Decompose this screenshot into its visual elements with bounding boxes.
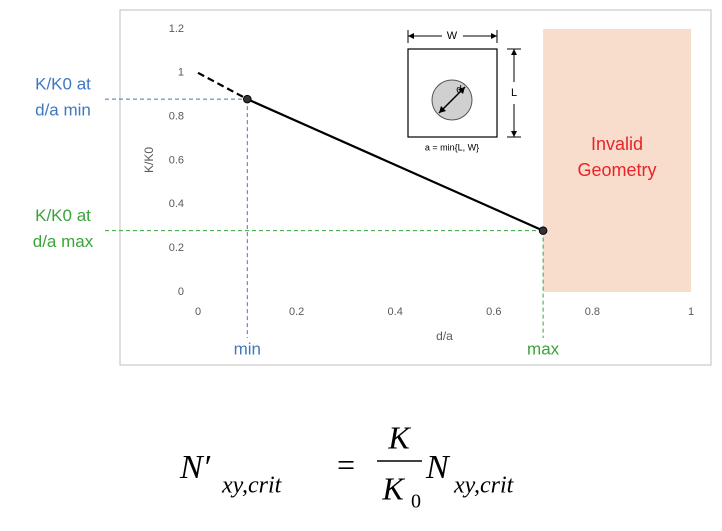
y-tick-label: 0.6 bbox=[169, 154, 184, 166]
x-tick-label: 0.8 bbox=[585, 306, 600, 318]
annotation-label: K/K0 at bbox=[35, 75, 91, 94]
annotation-x-label: min bbox=[234, 339, 261, 358]
inset-caption: a = min{L, W} bbox=[425, 142, 479, 152]
y-tick-label: 0.2 bbox=[169, 242, 184, 254]
annotation-label: d/a max bbox=[33, 232, 94, 251]
y-tick-label: 1.2 bbox=[169, 23, 184, 35]
chart-frame bbox=[119, 9, 712, 366]
inset-length-label: L bbox=[511, 87, 517, 99]
line-solid bbox=[246, 98, 544, 232]
formula: N′ xy,crit = K K 0 N xy,crit bbox=[179, 419, 515, 512]
inset-plate bbox=[407, 48, 498, 138]
y-tick-label: 0 bbox=[178, 286, 184, 298]
y-tick-label: 1 bbox=[178, 67, 184, 79]
plot: Invalid Geometry 0 0.2 0.4 0.6 0.8 1 1.2 0 0.2 0.4 0… bbox=[33, 23, 694, 359]
annotation-label: d/a min bbox=[35, 101, 91, 120]
formula-equals: = bbox=[337, 446, 355, 482]
y-axis-title: K/K0 bbox=[142, 147, 156, 173]
annotation-x-label: max bbox=[527, 339, 560, 358]
point bbox=[243, 94, 252, 104]
x-axis-title: d/a bbox=[436, 329, 453, 343]
formula-rhs: N bbox=[425, 449, 451, 486]
inset-arrowheads bbox=[439, 87, 465, 113]
x-tick-label: 0 bbox=[195, 306, 201, 318]
x-tick-label: 0.4 bbox=[388, 306, 403, 318]
y-tick-label: 0.8 bbox=[169, 111, 184, 123]
annotation-label: K/K0 at bbox=[35, 206, 91, 225]
formula-denominator-sub: 0 bbox=[411, 491, 421, 513]
x-tick-label: 0.2 bbox=[289, 306, 304, 318]
inset-width-label: W bbox=[447, 30, 458, 42]
x-tick-label: 1 bbox=[688, 306, 694, 318]
formula-lhs: N′ bbox=[179, 449, 211, 486]
inset bbox=[407, 30, 521, 138]
formula-denominator: K bbox=[381, 470, 405, 506]
point bbox=[538, 226, 548, 235]
formula-rhs-sub: xy,crit bbox=[453, 473, 515, 499]
y-tick-label: 0.4 bbox=[169, 198, 184, 210]
formula-numerator: K bbox=[387, 419, 411, 455]
invalid-label: Geometry bbox=[578, 160, 657, 180]
invalid-region bbox=[543, 29, 691, 292]
formula-lhs-sub: xy,crit bbox=[221, 473, 283, 499]
line-dashed bbox=[197, 71, 248, 101]
inset-diameter-label: d bbox=[456, 85, 462, 96]
x-tick-label: 0.6 bbox=[486, 306, 501, 318]
invalid-label: Invalid bbox=[591, 134, 643, 154]
